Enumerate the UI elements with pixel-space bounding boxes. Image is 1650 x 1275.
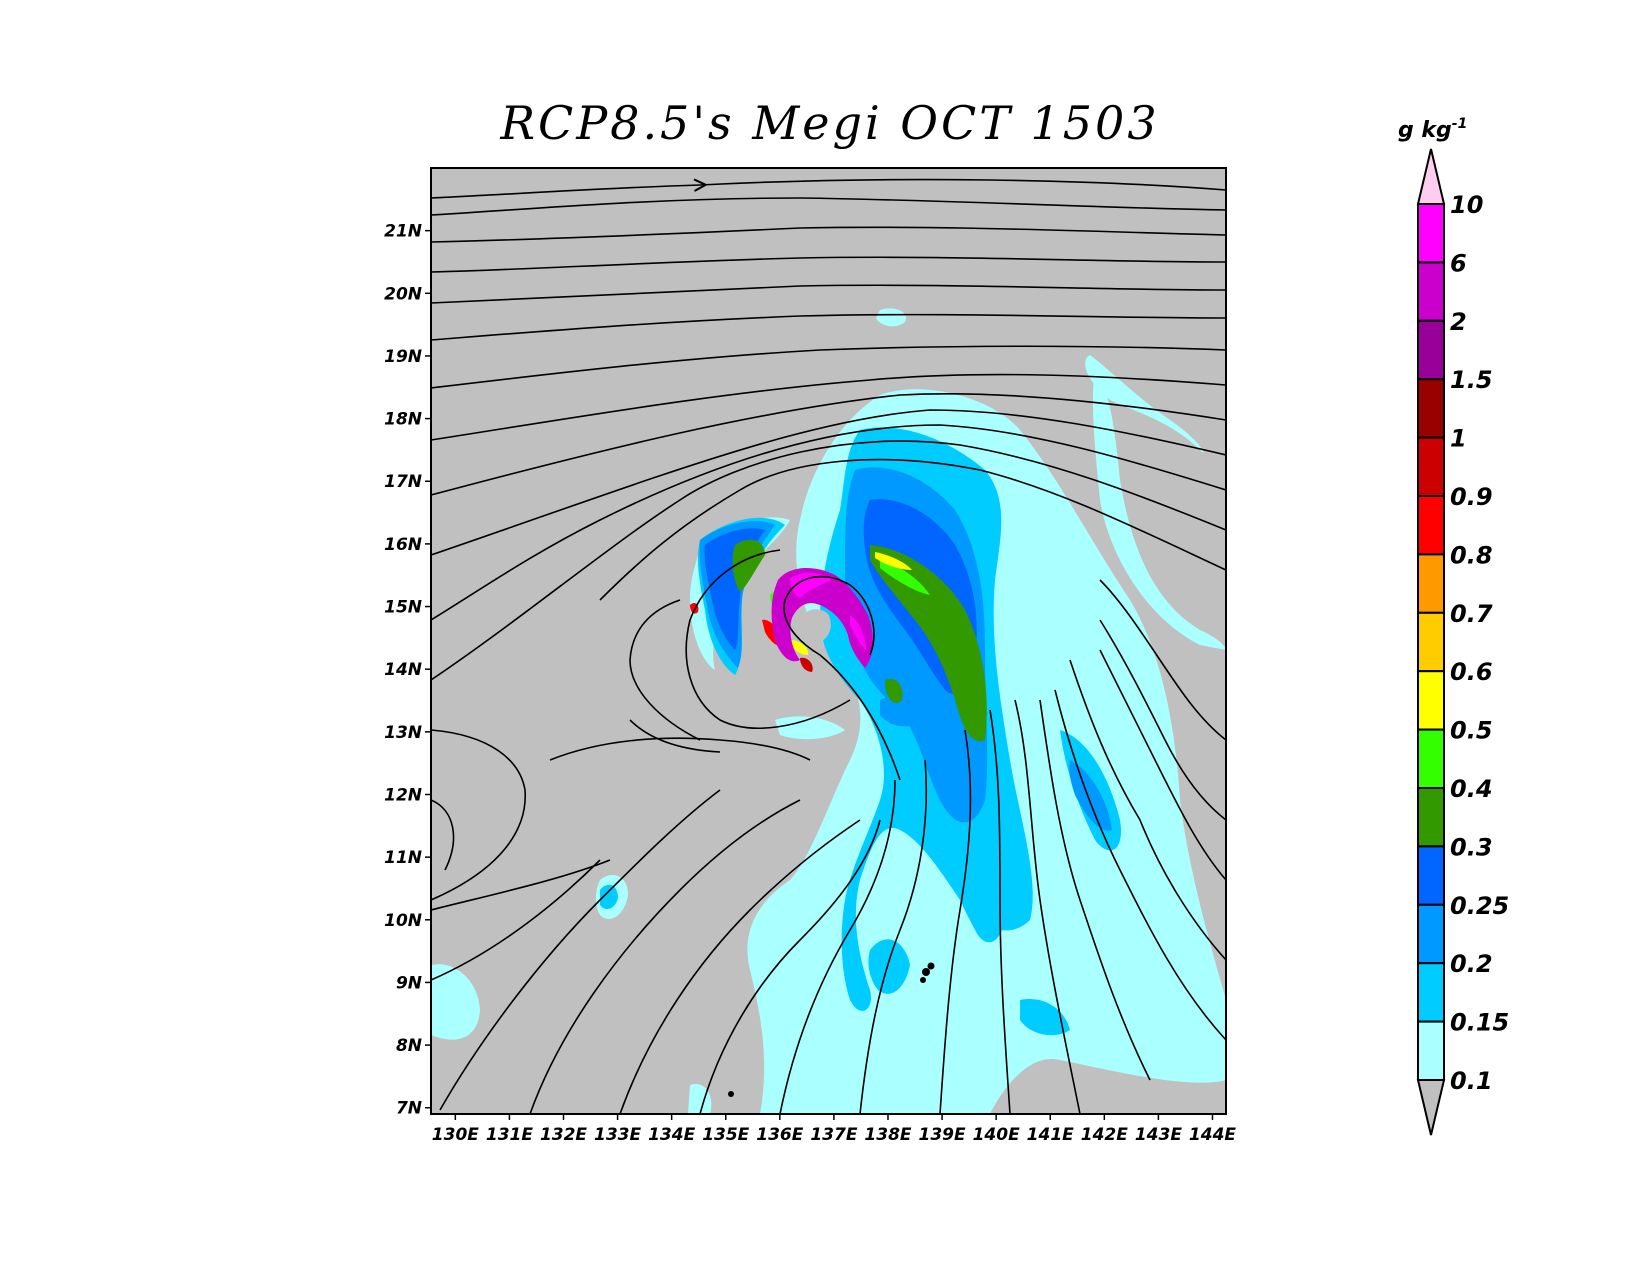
colorbar-swatch bbox=[1417, 553, 1445, 614]
colorbar-swatch bbox=[1417, 670, 1445, 731]
plot-title: RCP8.5's Megi OCT 1503 bbox=[500, 96, 1160, 150]
colorbar-over-triangle bbox=[1416, 148, 1446, 205]
colorbar-swatch bbox=[1417, 787, 1445, 848]
lon-label: 138E bbox=[864, 1125, 911, 1145]
latitude-axis: 21N 20N 19N 18N 17N 16N 15N 14N 13N 12N 11N 10N 9N 8N… bbox=[384, 222, 431, 1119]
lon-label: 143E bbox=[1135, 1125, 1182, 1145]
colorbar-label: 0.6 bbox=[1450, 658, 1493, 686]
lat-label: 18N bbox=[384, 410, 422, 430]
lon-label: 135E bbox=[702, 1125, 749, 1145]
colorbar-swatch bbox=[1417, 611, 1445, 673]
lat-label: 16N bbox=[384, 535, 422, 555]
lon-label: 131E bbox=[486, 1125, 533, 1145]
colorbar-label: 0.3 bbox=[1450, 833, 1493, 861]
lat-label: 13N bbox=[384, 723, 422, 743]
lat-label: 8N bbox=[396, 1036, 422, 1056]
colorbar-swatch bbox=[1417, 845, 1445, 906]
colorbar-label: 1.5 bbox=[1450, 366, 1493, 394]
lon-label: 136E bbox=[756, 1125, 803, 1145]
colorbar-label: 0.25 bbox=[1450, 892, 1509, 920]
lat-label: 14N bbox=[384, 660, 422, 680]
lat-label: 19N bbox=[384, 347, 422, 367]
colorbar-swatch bbox=[1417, 728, 1445, 789]
lat-label: 17N bbox=[384, 472, 422, 492]
map-panel: 21N 20N 19N 18N 17N 16N 15N 14N 13N 12N 11N 10N 9N 8N… bbox=[384, 167, 1236, 1145]
colorbar-under-triangle bbox=[1416, 1079, 1446, 1136]
lon-label: 144E bbox=[1189, 1125, 1236, 1145]
lon-label: 140E bbox=[973, 1125, 1020, 1145]
colorbar-label: 0.2 bbox=[1450, 950, 1493, 978]
map-frame bbox=[430, 167, 1227, 1115]
colorbar-swatch bbox=[1417, 495, 1445, 556]
lon-label: 139E bbox=[919, 1125, 966, 1145]
colorbar-label: 0.8 bbox=[1450, 541, 1493, 569]
lat-label: 15N bbox=[384, 598, 422, 618]
colorbar-swatch bbox=[1417, 319, 1445, 381]
colorbar-label: 0.15 bbox=[1450, 1009, 1509, 1037]
lat-label: 20N bbox=[384, 284, 422, 304]
colorbar-label: 10 bbox=[1450, 191, 1483, 219]
colorbar-labels: 10 6 2 1.5 1 0.9 0.8 0.7 0.6 0.5 0.4 0.3 0.25 0.2 0.15… bbox=[1450, 191, 1509, 1095]
colorbar-unit-text: g kg bbox=[1398, 118, 1452, 143]
colorbar-label: 0.1 bbox=[1450, 1067, 1493, 1095]
colorbar-label: 0.4 bbox=[1450, 775, 1493, 803]
colorbar-label: 2 bbox=[1450, 308, 1467, 336]
colorbar-unit-exponent: -1 bbox=[1452, 116, 1468, 132]
colorbar-label: 0.5 bbox=[1450, 717, 1493, 745]
colorbar-swatches bbox=[1416, 148, 1446, 1136]
lat-label: 9N bbox=[396, 973, 422, 993]
lat-label: 21N bbox=[384, 222, 422, 242]
lon-label: 142E bbox=[1081, 1125, 1128, 1145]
colorbar-label: 6 bbox=[1450, 249, 1467, 277]
lon-label: 132E bbox=[540, 1125, 587, 1145]
lon-label: 141E bbox=[1027, 1125, 1074, 1145]
colorbar-unit: g kg-1 bbox=[1398, 116, 1467, 143]
longitude-axis: 130E 131E 132E 133E 134E 135E 136E 137E 138E 139E… bbox=[432, 1114, 1236, 1145]
lat-label: 10N bbox=[384, 911, 422, 931]
colorbar-swatch bbox=[1417, 261, 1445, 322]
lat-label: 12N bbox=[384, 785, 422, 805]
colorbar-swatch bbox=[1417, 1020, 1445, 1081]
colorbar-swatch bbox=[1417, 962, 1445, 1023]
colorbar-swatch bbox=[1417, 903, 1445, 965]
colorbar: g kg-1 10 6 2 1.5 1 0.9 0.8 0.7 0.6 0.5 0.4 0.3 0.25… bbox=[1398, 116, 1509, 1136]
lon-label: 134E bbox=[648, 1125, 695, 1145]
colorbar-swatch bbox=[1417, 436, 1445, 498]
lat-label: 11N bbox=[384, 848, 422, 868]
lon-label: 133E bbox=[594, 1125, 641, 1145]
colorbar-label: 1 bbox=[1450, 425, 1467, 453]
colorbar-label: 0.9 bbox=[1450, 483, 1493, 511]
colorbar-swatch bbox=[1417, 203, 1445, 264]
lon-label: 137E bbox=[810, 1125, 857, 1145]
moisture-field bbox=[431, 180, 1226, 1114]
colorbar-swatch bbox=[1417, 378, 1445, 439]
lon-label: 130E bbox=[432, 1125, 479, 1145]
lat-label: 7N bbox=[396, 1099, 422, 1119]
colorbar-label: 0.7 bbox=[1450, 600, 1493, 628]
